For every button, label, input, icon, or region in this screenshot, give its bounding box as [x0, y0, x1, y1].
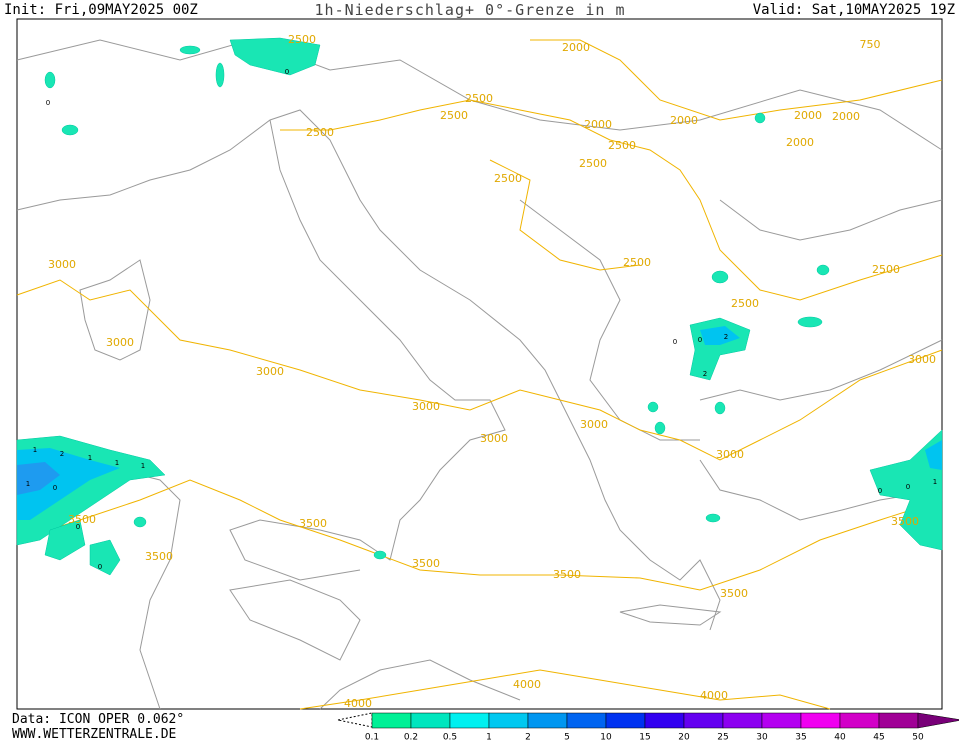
contour-label: 2000	[670, 114, 698, 127]
precip-label: 2	[703, 370, 707, 378]
precip-label: 1	[26, 480, 30, 488]
colorbar-label: 0.1	[365, 733, 379, 741]
contour-label: 2000	[562, 41, 590, 54]
contour-label: 3500	[412, 557, 440, 570]
contour-label: 2500	[494, 172, 522, 185]
precip-label: 0	[285, 68, 289, 76]
colorbar-label: 25	[717, 733, 728, 741]
contour-label: 2000	[832, 110, 860, 123]
precip-label: 2	[724, 333, 728, 341]
contour-label: 3500	[720, 587, 748, 600]
colorbar-swatch	[800, 712, 841, 729]
colorbar-swatch	[527, 712, 568, 729]
contour-label: 3500	[299, 517, 327, 530]
colorbar-swatch	[839, 712, 880, 729]
colorbar-swatch	[761, 712, 802, 729]
colorbar: 0.1 0.2 0.5 1 2 5 10 15 20 25 30 35 40 45 50	[337, 712, 959, 741]
colorbar-label: 15	[639, 733, 650, 741]
contour-label: 3000	[480, 432, 508, 445]
colorbar-swatch	[605, 712, 646, 729]
website: WWW.WETTERZENTRALE.DE	[12, 727, 176, 741]
contour-label: 3000	[412, 400, 440, 413]
colorbar-swatch	[410, 712, 451, 729]
contour-label: 2500	[731, 297, 759, 310]
colorbar-label: 45	[873, 733, 884, 741]
contour-label: 2500	[623, 256, 651, 269]
colorbar-swatch	[722, 712, 763, 729]
contour-label: 3500	[553, 568, 581, 581]
contour-label: 2500	[872, 263, 900, 276]
colorbar-swatch	[449, 712, 490, 729]
contour-label: 3500	[68, 513, 96, 526]
colorbar-label: 5	[564, 733, 570, 741]
contour-label: 3000	[580, 418, 608, 431]
contour-label: 2500	[288, 33, 316, 46]
colorbar-low-arrow	[337, 712, 373, 728]
colorbar-swatch	[566, 712, 607, 729]
precip-label: 0	[53, 484, 57, 492]
precip-label: 0	[906, 483, 910, 491]
contour-label: 3500	[145, 550, 173, 563]
colorbar-swatch	[683, 712, 724, 729]
colorbar-swatch	[644, 712, 685, 729]
colorbar-label: 0.5	[443, 733, 457, 741]
colorbar-label: 40	[834, 733, 846, 741]
contour-label: 3000	[48, 258, 76, 271]
precip-label: 0	[98, 563, 102, 571]
colorbar-swatch	[488, 712, 529, 729]
colorbar-label: 35	[795, 733, 806, 741]
precip-label: 1	[115, 459, 119, 467]
contour-label: 3500	[891, 515, 919, 528]
colorbar-label: 2	[525, 733, 531, 741]
precipitation-areas	[16, 37, 943, 576]
precip-label: 0	[46, 99, 50, 107]
contour-label: 4000	[700, 689, 728, 702]
contour-label: 4000	[513, 678, 541, 691]
map-frame	[16, 18, 943, 710]
precip-label: 1	[933, 478, 937, 486]
contour-label: 3000	[908, 353, 936, 366]
colorbar-label: 20	[678, 733, 690, 741]
contour-label: 3000	[256, 365, 284, 378]
valid-time: Valid: Sat,10MAY2025 19Z	[753, 2, 955, 18]
precip-label: 0	[673, 338, 677, 346]
contour-label: 2500	[465, 92, 493, 105]
freezing-level-isolines	[16, 39, 943, 710]
colorbar-swatch	[371, 712, 412, 729]
contour-label: 4000	[344, 697, 372, 710]
contour-label: 3000	[716, 448, 744, 461]
precip-label: 1	[33, 446, 37, 454]
colorbar-swatch	[878, 712, 919, 729]
colorbar-label: 0.2	[404, 733, 418, 741]
colorbar-label: 1	[486, 733, 492, 741]
contour-label: 2500	[306, 126, 334, 139]
data-source: Data: ICON OPER 0.062°	[12, 712, 184, 727]
contour-label: 2500	[440, 109, 468, 122]
precip-label: 1	[88, 454, 92, 462]
contour-label: 2000	[794, 109, 822, 122]
colorbar-label: 10	[600, 733, 612, 741]
contour-label: 750	[860, 38, 881, 51]
precip-label: 1	[141, 462, 145, 470]
contour-label: 3000	[106, 336, 134, 349]
colorbar-label: 50	[912, 733, 924, 741]
colorbar-high-arrow	[917, 712, 959, 729]
contour-label: 2500	[608, 139, 636, 152]
precip-label: 0	[76, 523, 80, 531]
precip-label: 2	[60, 450, 64, 458]
contour-label: 2000	[584, 118, 612, 131]
precip-label: 0	[698, 336, 702, 344]
contour-label: 2000	[786, 136, 814, 149]
map-title: 1h-Niederschlag+ 0°-Grenze in m	[315, 1, 626, 19]
contour-label: 2500	[579, 157, 607, 170]
colorbar-label: 30	[756, 733, 768, 741]
init-time: Init: Fri,09MAY2025 00Z	[4, 2, 198, 18]
precip-label: 0	[878, 487, 882, 495]
